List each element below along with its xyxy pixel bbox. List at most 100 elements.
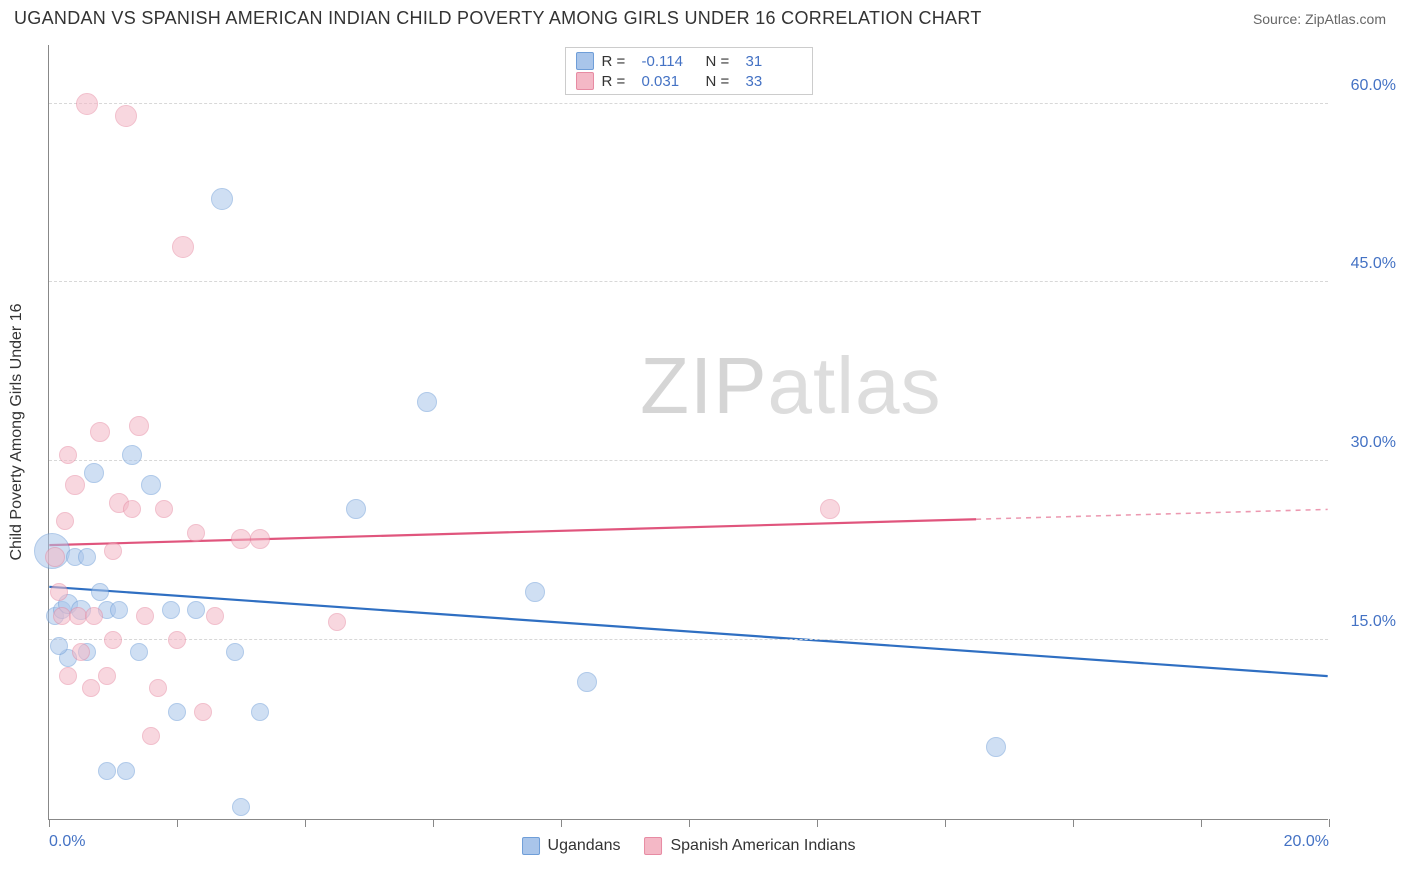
x-tick (1073, 819, 1074, 827)
legend-swatch-icon (644, 837, 662, 855)
data-point (141, 475, 161, 495)
x-tick (1201, 819, 1202, 827)
x-tick-label: 0.0% (49, 833, 85, 851)
x-tick (1329, 819, 1330, 827)
data-point (525, 582, 545, 602)
data-point (130, 643, 148, 661)
data-point (187, 524, 205, 542)
data-point (142, 727, 160, 745)
data-point (76, 93, 98, 115)
data-point (90, 422, 110, 442)
data-point (162, 601, 180, 619)
data-point (986, 737, 1006, 757)
data-point (251, 703, 269, 721)
chart-title: UGANDAN VS SPANISH AMERICAN INDIAN CHILD… (14, 8, 982, 29)
legend-r-label: R = (602, 53, 634, 70)
x-tick (305, 819, 306, 827)
data-point (65, 475, 85, 495)
header: UGANDAN VS SPANISH AMERICAN INDIAN CHILD… (0, 0, 1406, 37)
data-point (115, 105, 137, 127)
x-tick (433, 819, 434, 827)
data-point (123, 500, 141, 518)
data-point (56, 512, 74, 530)
correlation-legend: R = -0.114 N = 31 R = 0.031 N = 33 (565, 47, 813, 95)
legend-label-ugandans: Ugandans (548, 837, 621, 855)
y-tick-label: 30.0% (1336, 434, 1396, 452)
x-tick (177, 819, 178, 827)
watermark: ZIPatlas (640, 340, 941, 432)
data-point (78, 548, 96, 566)
data-point (172, 236, 194, 258)
legend-r-value-ugandans: -0.114 (642, 53, 698, 70)
x-tick (561, 819, 562, 827)
gridline (49, 281, 1328, 282)
data-point (110, 601, 128, 619)
legend-n-value-spanish: 33 (746, 73, 802, 90)
data-point (59, 446, 77, 464)
x-tick (945, 819, 946, 827)
gridline (49, 460, 1328, 461)
gridline (49, 103, 1328, 104)
y-tick-label: 45.0% (1336, 255, 1396, 273)
data-point (104, 542, 122, 560)
x-tick (689, 819, 690, 827)
legend-swatch-spanish (576, 72, 594, 90)
data-point (328, 613, 346, 631)
legend-n-label: N = (706, 53, 738, 70)
series-legend: Ugandans Spanish American Indians (522, 837, 856, 855)
data-point (59, 667, 77, 685)
data-point (84, 463, 104, 483)
data-point (50, 637, 68, 655)
data-point (149, 679, 167, 697)
data-point (168, 631, 186, 649)
data-point (82, 679, 100, 697)
data-point (577, 672, 597, 692)
data-point (211, 188, 233, 210)
data-point (226, 643, 244, 661)
data-point (104, 631, 122, 649)
data-point (45, 547, 65, 567)
data-point (155, 500, 173, 518)
legend-row-ugandans: R = -0.114 N = 31 (576, 51, 802, 71)
data-point (250, 529, 270, 549)
data-point (98, 667, 116, 685)
data-point (232, 798, 250, 816)
watermark-light: atlas (768, 341, 942, 430)
y-tick-label: 60.0% (1336, 77, 1396, 95)
watermark-bold: ZIP (640, 341, 767, 430)
legend-label-spanish: Spanish American Indians (670, 837, 855, 855)
data-point (91, 583, 109, 601)
data-point (346, 499, 366, 519)
data-point (72, 643, 90, 661)
data-point (231, 529, 251, 549)
data-point (98, 762, 116, 780)
trend-lines (49, 45, 1328, 819)
source-attribution: Source: ZipAtlas.com (1253, 11, 1386, 27)
gridline (49, 639, 1328, 640)
legend-swatch-ugandans (576, 52, 594, 70)
legend-n-value-ugandans: 31 (746, 53, 802, 70)
data-point (168, 703, 186, 721)
legend-item-ugandans: Ugandans (522, 837, 621, 855)
x-tick (49, 819, 50, 827)
data-point (820, 499, 840, 519)
legend-r-label: R = (602, 73, 634, 90)
data-point (50, 583, 68, 601)
data-point (136, 607, 154, 625)
legend-row-spanish: R = 0.031 N = 33 (576, 71, 802, 91)
data-point (117, 762, 135, 780)
y-axis-label: Child Poverty Among Girls Under 16 (8, 304, 26, 561)
x-tick-label: 20.0% (1284, 833, 1329, 851)
data-point (206, 607, 224, 625)
y-tick-label: 15.0% (1336, 613, 1396, 631)
data-point (187, 601, 205, 619)
correlation-chart: ZIPatlas Child Poverty Among Girls Under… (48, 45, 1328, 820)
data-point (194, 703, 212, 721)
legend-swatch-icon (522, 837, 540, 855)
data-point (129, 416, 149, 436)
legend-n-label: N = (706, 73, 738, 90)
data-point (122, 445, 142, 465)
x-tick (817, 819, 818, 827)
data-point (417, 392, 437, 412)
legend-item-spanish: Spanish American Indians (644, 837, 855, 855)
